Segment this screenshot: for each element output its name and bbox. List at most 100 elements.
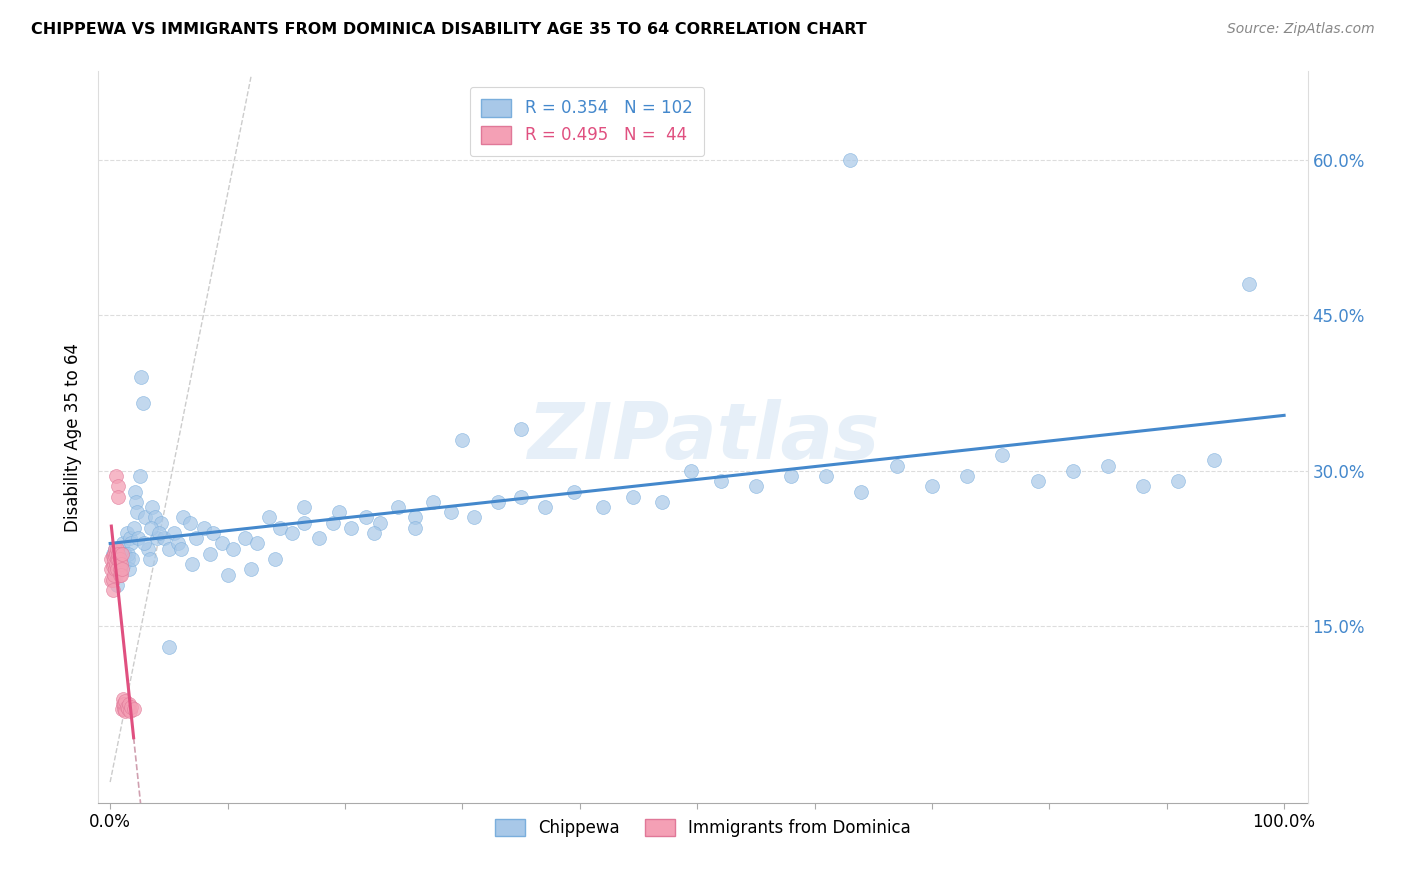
Point	[100, 552, 122, 566]
Point	[143, 510, 166, 524]
Point	[107, 557, 129, 571]
Point	[132, 396, 155, 410]
Point	[114, 705, 136, 719]
Point	[404, 521, 426, 535]
Point	[101, 547, 124, 561]
Point	[111, 562, 134, 576]
Point	[710, 474, 733, 488]
Point	[122, 521, 145, 535]
Point	[101, 549, 124, 563]
Point	[101, 583, 124, 598]
Point	[148, 526, 170, 541]
Point	[136, 541, 159, 556]
Point	[162, 526, 184, 541]
Point	[146, 531, 169, 545]
Point	[107, 479, 129, 493]
Point	[117, 547, 139, 561]
Point	[263, 552, 285, 566]
Point	[108, 567, 131, 582]
Point	[100, 562, 122, 576]
Point	[510, 422, 533, 436]
Point	[117, 702, 139, 716]
Point	[101, 559, 124, 574]
Point	[157, 640, 180, 655]
Point	[112, 692, 135, 706]
Point	[120, 536, 142, 550]
Point	[108, 562, 131, 576]
Point	[134, 510, 156, 524]
Point	[486, 495, 509, 509]
Point	[111, 547, 134, 561]
Point	[181, 557, 204, 571]
Point	[745, 479, 768, 493]
Point	[956, 469, 979, 483]
Point	[108, 552, 131, 566]
Point	[780, 469, 803, 483]
Point	[111, 541, 134, 556]
Point	[115, 700, 138, 714]
Point	[292, 500, 315, 515]
Point	[354, 510, 377, 524]
Point	[104, 549, 127, 563]
Point	[153, 531, 176, 545]
Point	[149, 516, 172, 530]
Point	[114, 547, 136, 561]
Point	[108, 562, 131, 576]
Point	[363, 526, 385, 541]
Point	[114, 694, 136, 708]
Point	[193, 521, 215, 535]
Point	[105, 578, 128, 592]
Point	[681, 464, 703, 478]
Point	[121, 552, 143, 566]
Point	[886, 458, 908, 473]
Point	[112, 536, 135, 550]
Point	[211, 536, 233, 550]
Point	[118, 562, 141, 576]
Point	[120, 531, 142, 545]
Point	[127, 505, 149, 519]
Point	[111, 702, 134, 716]
Point	[451, 433, 474, 447]
Point	[292, 516, 315, 530]
Point	[198, 547, 221, 561]
Point	[127, 531, 149, 545]
Point	[322, 516, 344, 530]
Point	[100, 573, 122, 587]
Point	[141, 521, 163, 535]
Point	[1097, 458, 1119, 473]
Point	[103, 552, 125, 566]
Point	[112, 698, 135, 712]
Point	[172, 510, 194, 524]
Text: Source: ZipAtlas.com: Source: ZipAtlas.com	[1227, 22, 1375, 37]
Point	[105, 547, 128, 561]
Point	[651, 495, 673, 509]
Point	[105, 541, 128, 556]
Point	[184, 531, 207, 545]
Point	[328, 505, 350, 519]
Point	[921, 479, 943, 493]
Point	[439, 505, 461, 519]
Point	[368, 516, 391, 530]
Point	[141, 500, 163, 515]
Point	[240, 562, 263, 576]
Legend: Chippewa, Immigrants from Dominica: Chippewa, Immigrants from Dominica	[486, 811, 920, 846]
Point	[202, 526, 225, 541]
Point	[1237, 277, 1260, 291]
Point	[105, 562, 128, 576]
Point	[120, 700, 142, 714]
Point	[217, 567, 239, 582]
Point	[404, 510, 426, 524]
Text: CHIPPEWA VS IMMIGRANTS FROM DOMINICA DISABILITY AGE 35 TO 64 CORRELATION CHART: CHIPPEWA VS IMMIGRANTS FROM DOMINICA DIS…	[31, 22, 866, 37]
Point	[169, 541, 191, 556]
Point	[103, 557, 125, 571]
Point	[129, 370, 152, 384]
Point	[1202, 453, 1225, 467]
Point	[157, 541, 180, 556]
Point	[105, 552, 128, 566]
Point	[125, 495, 148, 509]
Point	[1132, 479, 1154, 493]
Point	[387, 500, 409, 515]
Point	[122, 702, 145, 716]
Text: ZIPatlas: ZIPatlas	[527, 399, 879, 475]
Point	[101, 573, 124, 587]
